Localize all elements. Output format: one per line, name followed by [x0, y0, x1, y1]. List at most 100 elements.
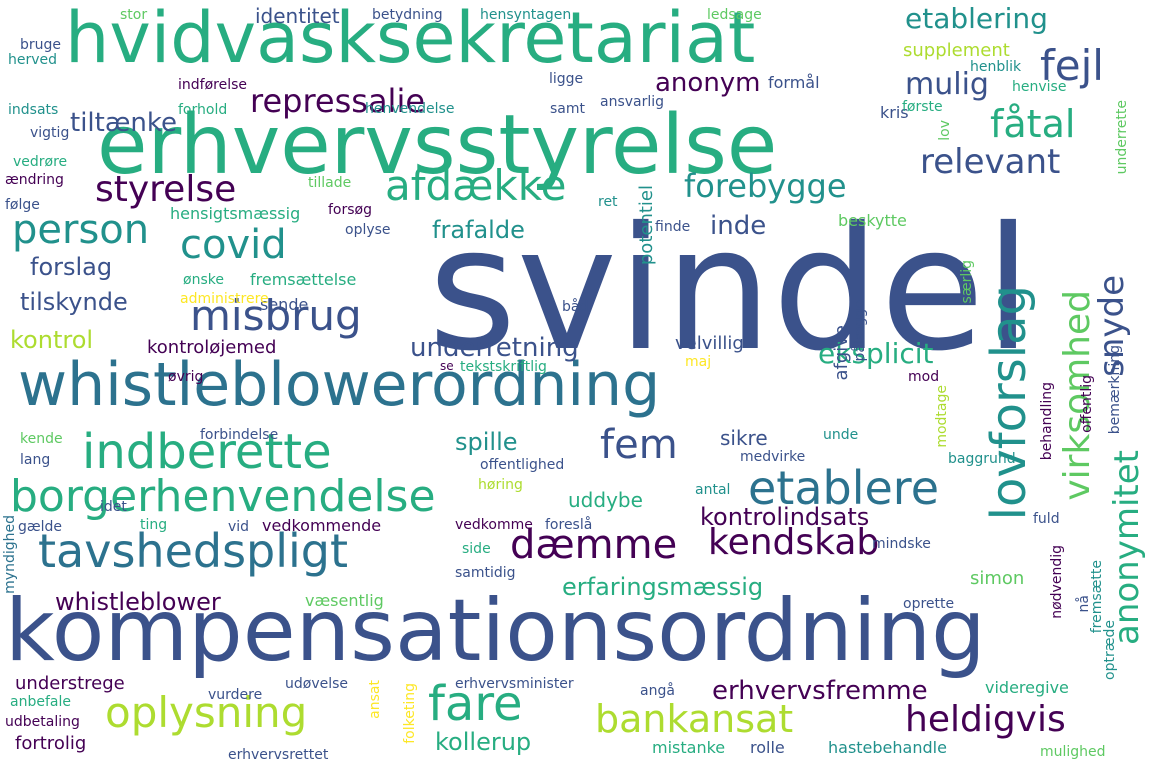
- cloud-word: side: [462, 541, 491, 557]
- cloud-word: erhvervsrettet: [228, 747, 329, 763]
- cloud-word: ansvarlig: [600, 94, 665, 110]
- cloud-word: foreslå: [545, 517, 593, 533]
- cloud-word: etablere: [748, 461, 940, 515]
- cloud-word: oplysning: [105, 688, 308, 737]
- cloud-word: tekstskriftlig: [460, 359, 547, 375]
- cloud-word: stor: [120, 7, 148, 23]
- cloud-word: erfaringsmæssig: [562, 573, 764, 601]
- cloud-word: fremsættelse: [250, 270, 357, 289]
- cloud-word: inde: [710, 211, 767, 241]
- cloud-word: herved: [8, 52, 58, 68]
- cloud-word: oprette: [903, 596, 955, 612]
- cloud-word: styrelse: [95, 169, 237, 210]
- cloud-word: understrege: [15, 673, 125, 694]
- cloud-word: borgerhenvendelse: [10, 471, 436, 522]
- cloud-word: forsøg: [328, 202, 372, 218]
- cloud-word: myndighed: [2, 515, 18, 594]
- cloud-word: udbetaling: [5, 714, 80, 730]
- cloud-word: bruge: [20, 37, 62, 53]
- cloud-word: covid: [180, 222, 287, 268]
- cloud-word: administrere: [180, 291, 269, 307]
- cloud-word: se: [440, 359, 454, 373]
- cloud-word: mindske: [872, 536, 931, 552]
- cloud-word: medvirke: [740, 449, 806, 465]
- cloud-word: samtidig: [455, 565, 516, 581]
- cloud-word: mulighed: [1040, 744, 1106, 760]
- cloud-word: forbindelse: [200, 427, 279, 443]
- cloud-word: mulig: [905, 67, 989, 102]
- cloud-word: frafalde: [432, 216, 525, 244]
- cloud-word: betydning: [372, 7, 443, 23]
- cloud-word: anonym: [655, 68, 761, 98]
- cloud-word: første: [902, 99, 943, 115]
- cloud-word: underrette: [1114, 100, 1130, 175]
- cloud-word: kontroløjemed: [147, 337, 277, 358]
- cloud-word: hensyntagen: [480, 7, 572, 23]
- cloud-word: behandling: [1039, 382, 1055, 461]
- cloud-word: maj: [685, 354, 712, 370]
- cloud-word: fuld: [1033, 511, 1060, 527]
- cloud-word: erhvervsstyrelse: [97, 98, 778, 193]
- cloud-word: mod: [908, 369, 940, 385]
- cloud-word: båd: [562, 299, 589, 315]
- cloud-word: ledsage: [707, 7, 762, 23]
- cloud-word: etablering: [905, 2, 1048, 35]
- cloud-word: heldigvis: [905, 699, 1066, 740]
- cloud-word: eksplicit: [818, 337, 934, 370]
- cloud-word: bankansat: [595, 697, 794, 741]
- cloud-word: fare: [428, 676, 523, 732]
- cloud-word: høring: [478, 477, 523, 493]
- cloud-word: antal: [695, 482, 731, 498]
- cloud-word: unde: [823, 427, 859, 443]
- cloud-word: anbefale: [10, 694, 71, 710]
- cloud-word: lang: [20, 452, 51, 468]
- cloud-word: kompensationsordning: [5, 581, 986, 681]
- cloud-word: indsats: [8, 102, 59, 118]
- cloud-word: indberette: [82, 424, 332, 480]
- cloud-word: lovforslag: [981, 285, 1037, 521]
- cloud-word: relevant: [920, 142, 1061, 182]
- cloud-word: ting: [140, 517, 168, 533]
- cloud-word: videregive: [985, 678, 1069, 697]
- cloud-word: henvise: [1012, 79, 1067, 95]
- cloud-word: mistanke: [652, 738, 726, 757]
- cloud-word: idet: [100, 499, 127, 515]
- cloud-word: tilskynde: [20, 288, 128, 316]
- cloud-word: fortrolig: [15, 733, 87, 754]
- cloud-word: kendskab: [708, 522, 880, 563]
- cloud-word: beskytte: [838, 211, 907, 230]
- cloud-word: særlig: [959, 260, 975, 304]
- cloud-word: modtage: [934, 385, 950, 448]
- cloud-word: ligge: [549, 71, 584, 87]
- cloud-word: velvillig: [675, 333, 744, 354]
- cloud-word: følge: [5, 197, 40, 213]
- cloud-word: forslag: [30, 253, 113, 281]
- cloud-word: identitet: [255, 4, 340, 28]
- cloud-word: vid: [228, 519, 250, 535]
- cloud-word: væsentlig: [305, 591, 384, 610]
- cloud-word: uddybe: [568, 488, 643, 512]
- cloud-word: hvidvasksekretariat: [65, 0, 756, 79]
- cloud-word: ret: [598, 194, 618, 210]
- cloud-word: vedkomme: [455, 517, 533, 533]
- cloud-word: nødvendig: [1049, 545, 1065, 619]
- cloud-word: kollerup: [435, 728, 532, 756]
- cloud-word: tiltænke: [70, 108, 177, 138]
- cloud-word: hastebehandle: [828, 738, 947, 757]
- cloud-word: samt: [550, 101, 585, 117]
- cloud-word: udøvelse: [285, 676, 349, 692]
- cloud-word: vigtig: [30, 125, 70, 141]
- cloud-word: whistleblower: [55, 588, 221, 616]
- cloud-word: oplyse: [345, 222, 391, 238]
- cloud-word: hensigtsmæssig: [170, 204, 301, 223]
- cloud-word: vedrøre: [13, 154, 68, 170]
- cloud-word: bemærkning: [1107, 345, 1123, 435]
- cloud-word: angå: [640, 683, 675, 699]
- cloud-word: forhold: [178, 102, 228, 118]
- cloud-word: kontrolindsats: [700, 503, 870, 531]
- cloud-word: vurdere: [208, 687, 263, 703]
- cloud-word: sende: [260, 295, 309, 314]
- cloud-word: gælde: [18, 519, 63, 535]
- cloud-word: misbrug: [190, 291, 362, 340]
